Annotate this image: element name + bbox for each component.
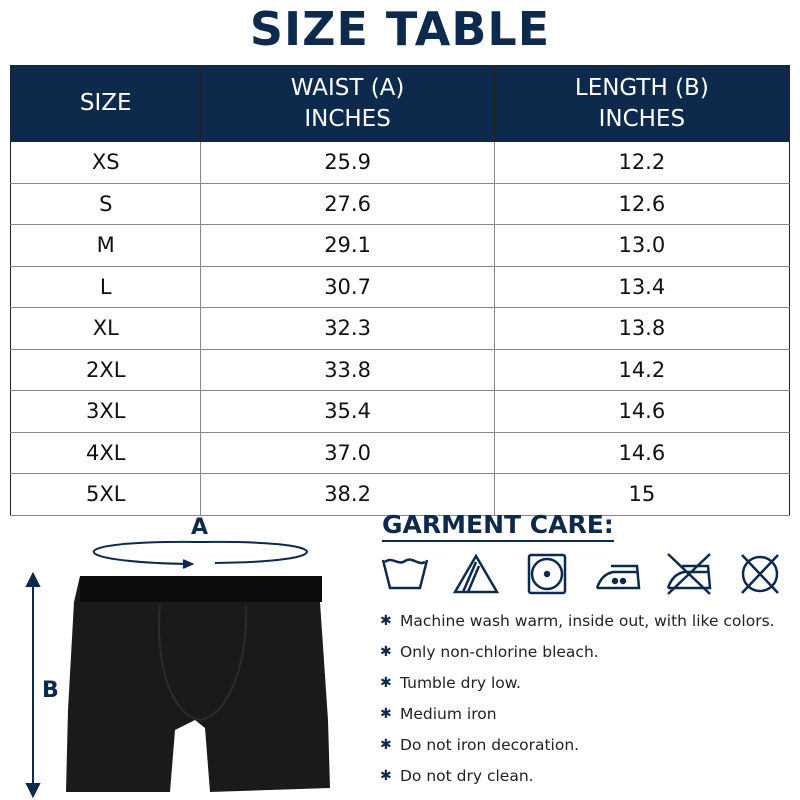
table-row: 2XL 33.8 14.2 (10, 348, 790, 391)
table-cell: 15 (494, 473, 790, 516)
table-cell: 3XL (10, 390, 202, 433)
table-row: XS 25.9 12.2 (10, 141, 790, 184)
table-cell: 35.4 (200, 390, 495, 433)
care-item-text: Tumble dry low. (400, 673, 521, 692)
care-item-text: Do not iron decoration. (400, 735, 580, 754)
header-line: INCHES (304, 105, 391, 132)
column-header: SIZE (9, 65, 202, 142)
column-header: WAIST (A) INCHES (200, 65, 495, 142)
garment-diagram (25, 540, 330, 799)
non-chlorine-bleach-icon (452, 553, 500, 594)
do-not-iron-icon (666, 553, 712, 595)
table-cell: 29.1 (200, 224, 495, 267)
care-item-text: Only non-chlorine bleach. (400, 642, 599, 661)
header-line: WAIST (A) (290, 74, 405, 101)
table-row: 3XL 35.4 14.6 (10, 390, 790, 433)
table-cell: S (10, 182, 202, 225)
label-b: B (42, 678, 59, 703)
table-cell: 33.8 (200, 348, 495, 391)
page-title: SIZE TABLE (249, 2, 551, 56)
care-item-text: Do not dry clean. (400, 766, 534, 785)
asterisk-bullet-icon: ✱ (380, 674, 392, 691)
care-item: ✱ Do not dry clean. (380, 760, 775, 791)
table-cell: 4XL (10, 431, 202, 474)
table-cell: 12.2 (494, 141, 790, 184)
table-row: XL 32.3 13.8 (10, 307, 790, 350)
care-item-text: Medium iron (400, 704, 497, 723)
table-cell: 14.2 (494, 348, 790, 391)
care-item: ✱ Do not iron decoration. (380, 729, 775, 760)
table-cell: XL (10, 307, 202, 350)
column-header: LENGTH (B) INCHES (493, 65, 791, 142)
table-cell: 5XL (10, 473, 202, 516)
asterisk-bullet-icon: ✱ (380, 612, 392, 629)
table-cell: 13.8 (494, 307, 790, 350)
table-cell: 13.0 (494, 224, 790, 267)
table-cell: 30.7 (200, 265, 495, 308)
care-item: ✱ Machine wash warm, inside out, with lik… (380, 605, 775, 636)
table-cell: 12.6 (494, 182, 790, 225)
care-item-text: Machine wash warm, inside out, with like… (400, 611, 775, 630)
size-table: SIZE WAIST (A) INCHES LENGTH (B) INCHES XS 25… (9, 65, 791, 516)
care-instructions: ✱ Machine wash warm, inside out, with lik… (380, 605, 775, 791)
do-not-dry-clean-icon (741, 554, 779, 594)
length-measure-arrow (25, 571, 41, 799)
asterisk-bullet-icon: ✱ (380, 767, 392, 784)
header-line: LENGTH (B) (574, 74, 709, 101)
table-row: L 30.7 13.4 (10, 265, 790, 308)
waist-measure-arrow (92, 540, 308, 569)
boxer-briefs-image (66, 576, 330, 792)
iron-medium-icon (595, 564, 641, 590)
table-cell: 27.6 (200, 182, 495, 225)
machine-wash-icon (381, 558, 429, 590)
table-cell: 14.6 (494, 390, 790, 433)
care-item: ✱ Only non-chlorine bleach. (380, 636, 775, 667)
table-cell: 2XL (10, 348, 202, 391)
table-cell: 37.0 (200, 431, 495, 474)
table-cell: 32.3 (200, 307, 495, 350)
table-row: 4XL 37.0 14.6 (10, 431, 790, 474)
care-item: ✱ Tumble dry low. (380, 667, 775, 698)
table-cell: 14.6 (494, 431, 790, 474)
header-line: SIZE (79, 90, 132, 116)
care-icons (380, 552, 785, 596)
table-cell: 25.9 (200, 141, 495, 184)
care-item: ✱ Medium iron (380, 698, 775, 729)
table-row: S 27.6 12.6 (10, 182, 790, 225)
table-row: M 29.1 13.0 (10, 224, 790, 267)
table-cell: M (10, 224, 202, 267)
garment-care-title: GARMENT CARE: (382, 510, 614, 542)
asterisk-bullet-icon: ✱ (380, 643, 392, 660)
table-cell: 13.4 (494, 265, 790, 308)
table-cell: XS (10, 141, 202, 184)
table-cell: L (10, 265, 202, 308)
asterisk-bullet-icon: ✱ (380, 705, 392, 722)
header-line: INCHES (598, 105, 686, 132)
table-cell: 38.2 (200, 473, 495, 516)
label-a: A (191, 515, 209, 540)
tumble-dry-low-icon (527, 553, 567, 595)
table-row: 5XL 38.2 15 (10, 473, 790, 516)
asterisk-bullet-icon: ✱ (380, 736, 392, 753)
